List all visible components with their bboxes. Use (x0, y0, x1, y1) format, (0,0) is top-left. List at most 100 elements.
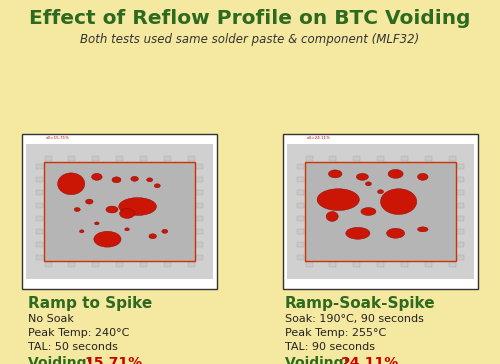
Bar (457, 241, 464, 246)
Bar (401, 156, 408, 161)
Ellipse shape (131, 176, 138, 181)
Text: Ramp-Soak-Spike: Ramp-Soak-Spike (285, 296, 436, 311)
Bar (68, 156, 75, 161)
Bar (164, 156, 170, 161)
Bar (196, 202, 203, 207)
Bar (448, 156, 456, 161)
Bar (36, 254, 43, 260)
Ellipse shape (94, 231, 121, 247)
Bar (297, 177, 304, 182)
Bar (457, 202, 464, 207)
Bar (287, 144, 474, 279)
Bar (44, 162, 195, 261)
Ellipse shape (106, 206, 118, 213)
Bar (116, 262, 123, 267)
Bar (44, 262, 52, 267)
Ellipse shape (154, 184, 160, 188)
Bar (424, 156, 432, 161)
Bar (68, 262, 75, 267)
Bar (377, 262, 384, 267)
Ellipse shape (86, 199, 93, 204)
Ellipse shape (149, 234, 156, 239)
Bar (297, 241, 304, 246)
Bar (297, 229, 304, 233)
Text: 24.11%: 24.11% (341, 356, 399, 364)
Bar (457, 254, 464, 260)
Bar (196, 229, 203, 233)
Bar (36, 241, 43, 246)
Text: 15.71%: 15.71% (84, 356, 142, 364)
Bar (44, 156, 52, 161)
Bar (306, 156, 312, 161)
Ellipse shape (418, 173, 428, 180)
Text: Effect of Reflow Profile on BTC Voiding: Effect of Reflow Profile on BTC Voiding (29, 9, 471, 28)
Bar (196, 241, 203, 246)
Bar (196, 215, 203, 221)
Text: Voiding:: Voiding: (285, 356, 354, 364)
Ellipse shape (74, 207, 80, 211)
Ellipse shape (146, 178, 152, 182)
Bar (26, 144, 213, 279)
Ellipse shape (118, 198, 156, 215)
Bar (457, 215, 464, 221)
Bar (196, 190, 203, 194)
Bar (188, 156, 194, 161)
Ellipse shape (125, 228, 130, 231)
Bar (36, 215, 43, 221)
Text: Peak Temp: 240°C: Peak Temp: 240°C (28, 328, 130, 338)
Bar (297, 190, 304, 194)
Bar (457, 177, 464, 182)
Bar (36, 229, 43, 233)
Bar (448, 262, 456, 267)
Text: v0=15.71%: v0=15.71% (46, 136, 70, 140)
Text: Voiding:: Voiding: (28, 356, 97, 364)
Bar (92, 262, 99, 267)
Ellipse shape (356, 173, 368, 180)
Text: TAL: 90 seconds: TAL: 90 seconds (285, 342, 375, 352)
Bar (297, 163, 304, 169)
Ellipse shape (326, 211, 338, 221)
Bar (283, 134, 478, 289)
Bar (457, 163, 464, 169)
Bar (297, 215, 304, 221)
Ellipse shape (361, 207, 376, 215)
Bar (22, 134, 217, 289)
Ellipse shape (80, 230, 84, 233)
Bar (36, 177, 43, 182)
Bar (297, 254, 304, 260)
Bar (140, 262, 147, 267)
Bar (92, 156, 99, 161)
Bar (353, 156, 360, 161)
Ellipse shape (388, 169, 403, 178)
Bar (140, 156, 147, 161)
Text: Peak Temp: 255°C: Peak Temp: 255°C (285, 328, 386, 338)
Text: TAL: 50 seconds: TAL: 50 seconds (28, 342, 118, 352)
Ellipse shape (418, 227, 428, 232)
Bar (377, 156, 384, 161)
Bar (457, 229, 464, 233)
Ellipse shape (386, 228, 404, 238)
Ellipse shape (328, 170, 342, 178)
Bar (353, 262, 360, 267)
Ellipse shape (120, 209, 134, 218)
Text: Both tests used same solder paste & component (MLF32): Both tests used same solder paste & comp… (80, 32, 419, 46)
Ellipse shape (366, 182, 372, 186)
Bar (188, 262, 194, 267)
Bar (36, 163, 43, 169)
Bar (196, 254, 203, 260)
Bar (116, 156, 123, 161)
Ellipse shape (317, 189, 360, 210)
Bar (306, 262, 312, 267)
Bar (330, 156, 336, 161)
Text: v0=24.11%: v0=24.11% (307, 136, 331, 140)
Bar (164, 262, 170, 267)
Bar (297, 202, 304, 207)
Ellipse shape (346, 228, 370, 239)
Ellipse shape (92, 173, 102, 180)
Text: No Soak: No Soak (28, 314, 74, 324)
Bar (457, 190, 464, 194)
Bar (196, 163, 203, 169)
Bar (424, 262, 432, 267)
Ellipse shape (380, 189, 416, 214)
Bar (36, 202, 43, 207)
